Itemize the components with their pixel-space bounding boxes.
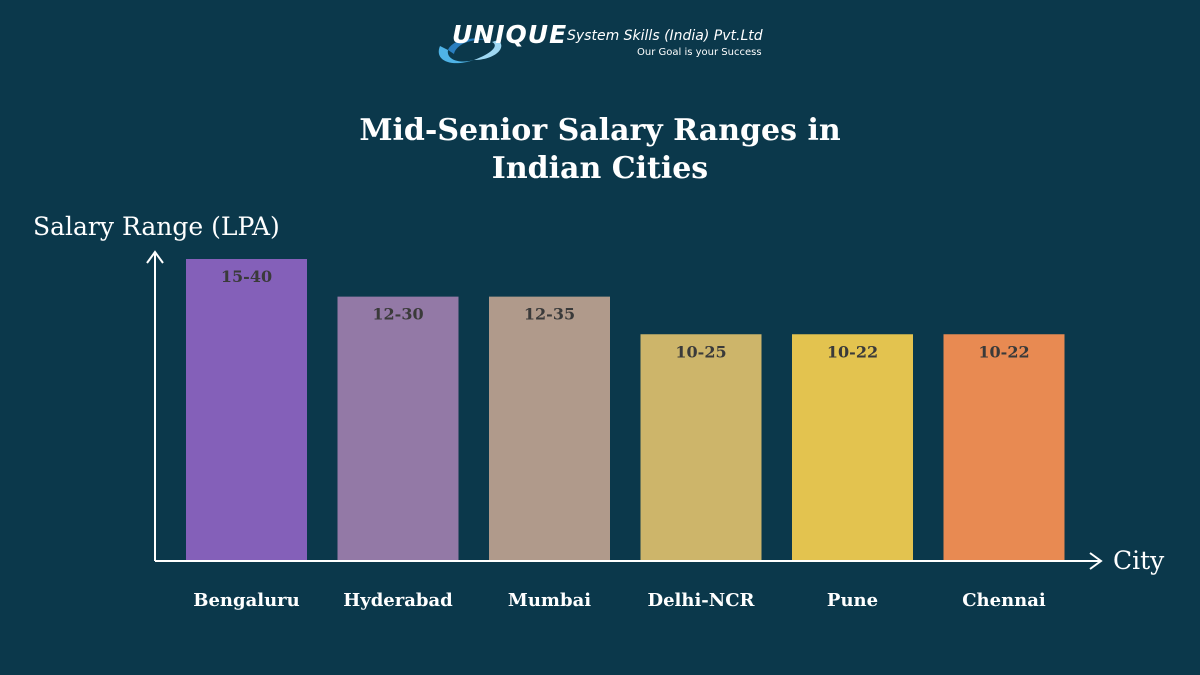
- logo-swoosh-icon: [438, 38, 502, 64]
- category-label: Mumbai: [508, 590, 591, 611]
- bar-value-label: 10-22: [827, 342, 878, 361]
- axes-group: [146, 250, 1103, 570]
- bar-value-label: 10-22: [978, 342, 1029, 361]
- bars-group: 15-40 Bengaluru 12-30 Hyderabad 12-35 Mumbai 1…: [186, 259, 1065, 611]
- x-axis-arrow-icon: [1089, 552, 1103, 570]
- bar-value-label: 12-35: [524, 305, 575, 324]
- bar-mumbai: [489, 296, 610, 560]
- chart-title: Mid-Senior Salary Ranges in Indian Citie…: [359, 113, 841, 186]
- logo-company-name: System Skills (India) Pvt.Ltd: [567, 28, 763, 44]
- category-label: Pune: [827, 590, 878, 611]
- bar-value-label: 10-25: [675, 342, 726, 361]
- y-axis-arrow-icon: [146, 250, 164, 264]
- y-axis-label: Salary Range (LPA): [33, 212, 280, 241]
- category-label: Chennai: [962, 590, 1046, 611]
- category-label: Delhi-NCR: [647, 590, 755, 611]
- category-label: Bengaluru: [193, 590, 300, 611]
- bar-pune: [792, 334, 913, 560]
- bar-value-label: 12-30: [372, 305, 423, 324]
- bar-chennai: [943, 334, 1065, 560]
- logo-tagline: Our Goal is your Success: [637, 47, 762, 58]
- bar-value-label: 15-40: [221, 267, 272, 286]
- logo-wordmark: UNIQUE: [452, 20, 568, 49]
- category-label: Hyderabad: [343, 590, 453, 611]
- bar-hyderabad: [337, 296, 459, 560]
- x-axis-label: City: [1113, 546, 1165, 575]
- bar-bengaluru: [186, 259, 307, 560]
- company-logo: UNIQUE System Skills (India) Pvt.Ltd Our…: [430, 16, 790, 72]
- bar-delhi-ncr: [640, 334, 762, 560]
